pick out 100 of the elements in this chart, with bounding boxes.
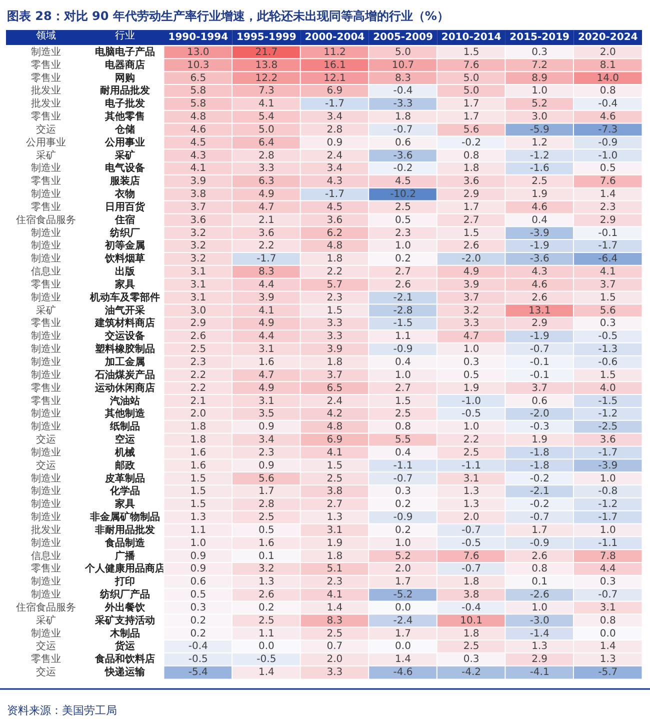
data-label: -1.7 bbox=[598, 240, 618, 252]
data-label: 4.1 bbox=[258, 98, 274, 110]
data-label: 5.0 bbox=[258, 124, 274, 136]
y-tick-label: 纸制品 bbox=[109, 420, 140, 433]
data-label: 3.3 bbox=[258, 163, 274, 174]
y-tick-label: 住宿 bbox=[114, 214, 135, 226]
data-label: 1.1 bbox=[258, 628, 274, 640]
data-label: 1.8 bbox=[463, 628, 480, 640]
data-label: 0.6 bbox=[532, 396, 548, 407]
y2-tick-label: 制造业 bbox=[31, 627, 61, 640]
data-label: 3.0 bbox=[532, 112, 548, 123]
data-label: 0.3 bbox=[463, 654, 480, 666]
data-label: -3.9 bbox=[598, 460, 618, 472]
data-label: -0.5 bbox=[462, 538, 482, 549]
data-label: 0.2 bbox=[395, 499, 411, 510]
y-tick-label: 皮革制品 bbox=[104, 472, 145, 484]
data-label: 4.1 bbox=[600, 266, 616, 278]
data-label: 1.7 bbox=[395, 628, 411, 640]
data-label: -1.0 bbox=[462, 396, 482, 407]
data-label: 8.3 bbox=[395, 72, 411, 84]
y-tick-label: 家具 bbox=[114, 278, 135, 290]
data-label: 0.9 bbox=[190, 550, 206, 562]
data-label: 0.0 bbox=[600, 628, 616, 640]
data-label: 0.9 bbox=[190, 564, 206, 575]
y2-tick-label: 制造业 bbox=[31, 588, 61, 601]
data-label: 4.9 bbox=[463, 266, 480, 278]
y2-tick-label: 制造业 bbox=[31, 420, 61, 433]
data-label: 0.0 bbox=[395, 641, 411, 652]
y-tick-label: 其他制造 bbox=[104, 408, 146, 420]
y-tick-label: 仓储 bbox=[114, 123, 135, 136]
data-label: -0.6 bbox=[598, 357, 618, 368]
data-label: -0.3 bbox=[530, 422, 550, 433]
y2-axis-title: 领域 bbox=[36, 30, 56, 42]
data-label: 1.3 bbox=[326, 512, 343, 524]
data-label: 2.9 bbox=[600, 214, 616, 226]
data-label: -0.2 bbox=[530, 473, 550, 484]
data-label: 4.6 bbox=[190, 124, 206, 136]
data-label: 4.7 bbox=[258, 202, 274, 213]
data-label: 3.1 bbox=[326, 524, 343, 536]
data-label: -2.0 bbox=[530, 408, 550, 420]
data-label: 4.3 bbox=[532, 266, 548, 278]
y2-tick-label: 批发业 bbox=[31, 98, 61, 110]
data-label: -0.9 bbox=[393, 512, 413, 524]
data-label: 3.2 bbox=[190, 228, 206, 239]
data-label: 1.5 bbox=[463, 228, 480, 239]
data-label: 0.2 bbox=[190, 628, 206, 640]
data-label: 2.2 bbox=[190, 382, 206, 394]
data-label: 3.4 bbox=[326, 112, 343, 123]
data-label: -1.6 bbox=[530, 163, 550, 174]
data-label: 1.8 bbox=[463, 163, 480, 174]
data-label: 1.6 bbox=[258, 538, 274, 549]
y-tick-label: 食品和饮料店 bbox=[94, 653, 155, 666]
data-label: 8.1 bbox=[600, 60, 616, 71]
data-label: 5.6 bbox=[258, 473, 274, 484]
data-label: 5.6 bbox=[600, 305, 616, 316]
data-label: 2.9 bbox=[532, 654, 548, 666]
data-label: -3.6 bbox=[393, 150, 413, 162]
data-label: -7.3 bbox=[598, 124, 618, 136]
data-label: 1.5 bbox=[600, 292, 616, 304]
data-label: 13.0 bbox=[187, 46, 210, 58]
data-label: 14.0 bbox=[596, 72, 619, 84]
data-label: 0.3 bbox=[190, 602, 206, 614]
y-tick-label: 初等金属 bbox=[104, 240, 145, 252]
data-label: 3.3 bbox=[326, 318, 343, 330]
data-label: 1.7 bbox=[463, 112, 480, 123]
y-tick-label: 运动休闲商店 bbox=[94, 382, 155, 394]
y-tick-label: 采矿支持活动 bbox=[94, 614, 155, 626]
y2-tick-label: 制造业 bbox=[31, 498, 61, 510]
data-label: 0.8 bbox=[600, 615, 616, 626]
data-label: -0.7 bbox=[393, 473, 413, 484]
data-label: 1.8 bbox=[326, 254, 343, 265]
data-label: 3.1 bbox=[190, 266, 206, 278]
data-label: 0.9 bbox=[258, 460, 274, 472]
data-label: 2.5 bbox=[258, 512, 274, 524]
data-label: 2.7 bbox=[395, 382, 411, 394]
data-label: 2.7 bbox=[326, 499, 343, 510]
data-label: 1.3 bbox=[258, 576, 274, 588]
y2-tick-label: 制造业 bbox=[31, 356, 61, 368]
data-label: 0.3 bbox=[395, 486, 411, 498]
data-label: -5.9 bbox=[530, 124, 550, 136]
data-label: 2.5 bbox=[326, 473, 343, 484]
data-label: 1.5 bbox=[326, 305, 343, 316]
data-label: 0.4 bbox=[395, 357, 411, 368]
data-label: 5.5 bbox=[395, 434, 411, 446]
data-label: -0.7 bbox=[462, 564, 482, 575]
data-label: -1.1 bbox=[462, 460, 482, 472]
data-label: 2.3 bbox=[190, 357, 206, 368]
data-label: -4.2 bbox=[462, 667, 482, 678]
y2-tick-label: 制造业 bbox=[31, 446, 61, 458]
data-label: 2.5 bbox=[463, 641, 480, 652]
y-tick-label: 出版 bbox=[115, 266, 136, 278]
data-label: -2.4 bbox=[393, 615, 413, 626]
data-label: -3.6 bbox=[530, 254, 550, 265]
data-label: 0.8 bbox=[395, 422, 411, 433]
data-label: 6.9 bbox=[326, 434, 343, 446]
data-label: -1.9 bbox=[530, 240, 550, 252]
data-label: 1.5 bbox=[190, 486, 206, 498]
data-label: 5.8 bbox=[190, 98, 206, 110]
data-label: -0.1 bbox=[530, 370, 550, 381]
data-label: 5.2 bbox=[532, 98, 548, 110]
